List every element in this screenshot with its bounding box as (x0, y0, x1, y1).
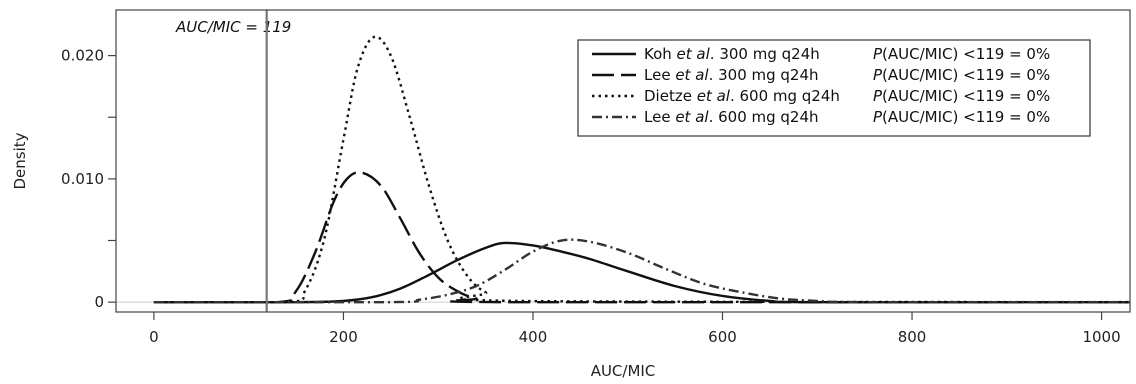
y-tick-label: 0.010 (61, 170, 104, 188)
x-tick-label: 600 (708, 328, 737, 346)
legend-box (577, 39, 1091, 137)
series-lines (153, 35, 1131, 304)
series-line-2 (153, 171, 1130, 304)
legend: Koh et al. 300 mg q24h P(AUC/MIC) <119 = … (577, 39, 1091, 137)
x-tick-label: 200 (329, 328, 358, 346)
x-axis-title: AUC/MIC (591, 362, 656, 380)
series-line-4 (153, 238, 1130, 304)
x-tick-label: 800 (898, 328, 927, 346)
legend-stat: P(AUC/MIC) <119 = 0% (873, 45, 1050, 63)
x-tick-label: 1000 (1082, 328, 1120, 346)
legend-stat: P(AUC/MIC) <119 = 0% (873, 87, 1050, 105)
legend-stat: P(AUC/MIC) <119 = 0% (873, 66, 1050, 84)
series-line-1 (153, 241, 1130, 304)
x-tick-label: 400 (519, 328, 548, 346)
series-line-3 (153, 35, 1131, 304)
legend-label: Dietze et al. 600 mg q24h (644, 87, 840, 105)
x-tick-label: 0 (149, 328, 159, 346)
y-tick-label: 0 (94, 293, 104, 311)
y-axis: 0 0.010 0.020 (61, 47, 116, 311)
reference-annotation: AUC/MIC = 119 (175, 18, 291, 36)
y-tick-label: 0.020 (61, 47, 104, 65)
legend-label: Lee et al. 300 mg q24h (644, 66, 819, 84)
legend-label: Koh et al. 300 mg q24h (644, 45, 820, 63)
reference-line: AUC/MIC = 119 (175, 10, 291, 312)
legend-stat: P(AUC/MIC) <119 = 0% (873, 108, 1050, 126)
x-axis: 0 200 400 600 800 1000 (149, 312, 1121, 346)
plot-frame (115, 9, 1131, 313)
legend-label: Lee et al. 600 mg q24h (644, 108, 819, 126)
y-axis-title: Density (11, 132, 29, 189)
